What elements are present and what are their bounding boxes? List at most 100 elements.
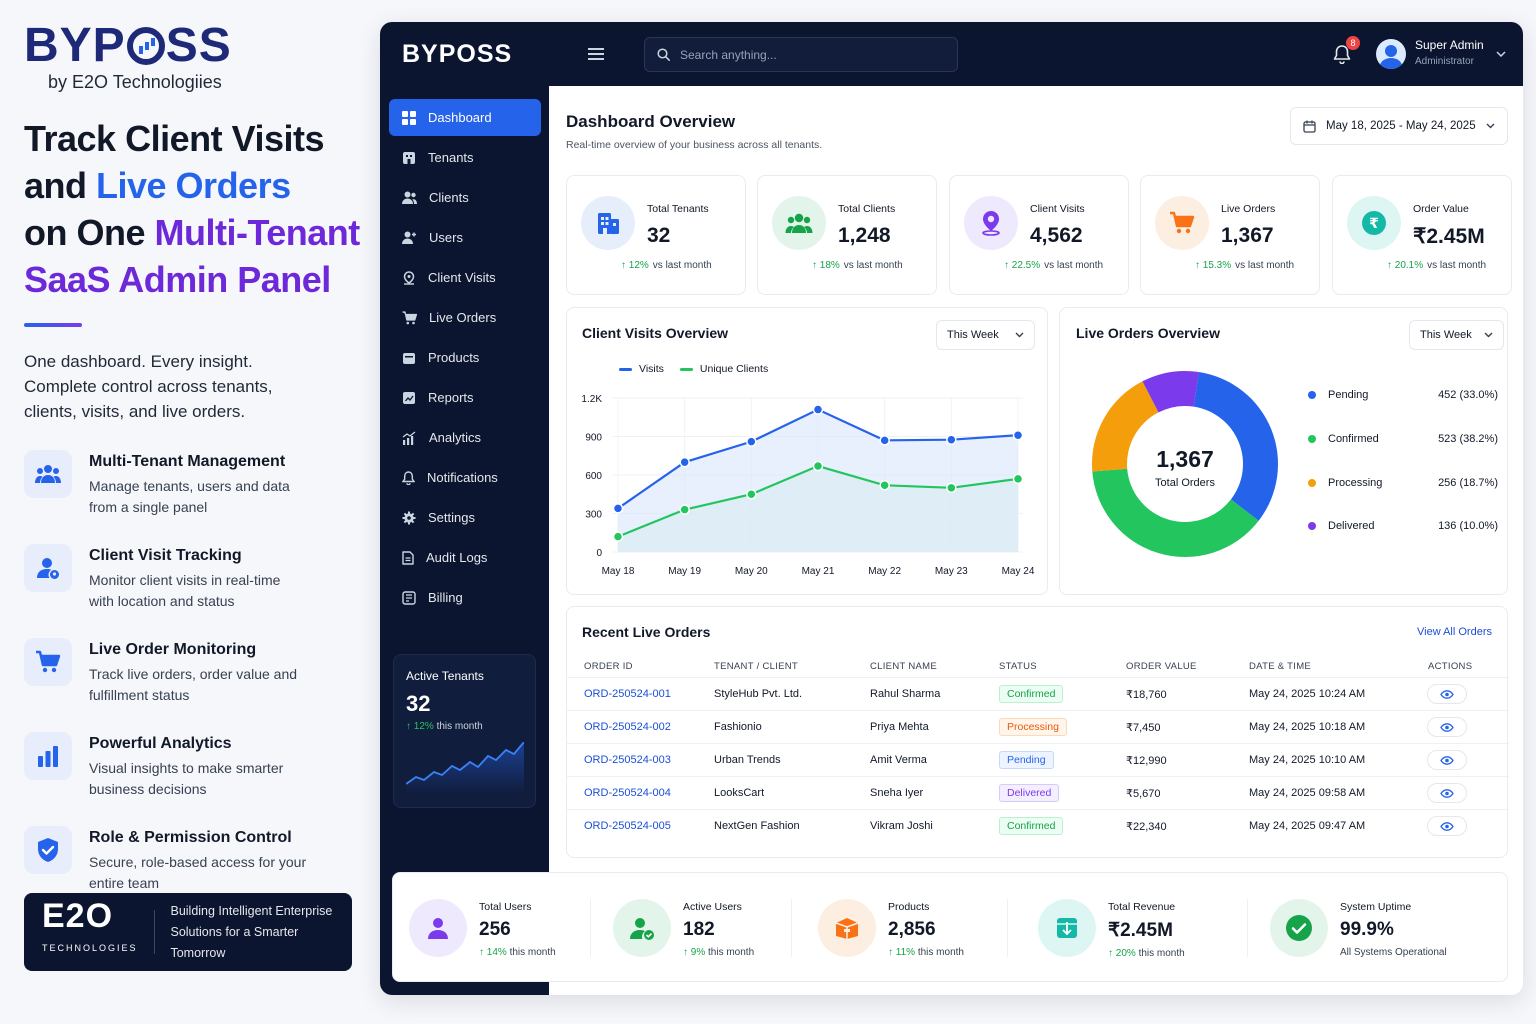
stat-label: Total Tenants	[647, 203, 709, 215]
sidebar-item-analytics[interactable]: Analytics	[389, 419, 541, 456]
legend-dot	[1308, 522, 1316, 530]
period-dropdown[interactable]: This Week	[936, 320, 1035, 350]
data-point[interactable]	[812, 404, 824, 415]
sidebar-item-billing[interactable]: Billing	[389, 579, 541, 616]
period-dropdown[interactable]: This Week	[1409, 320, 1504, 350]
client-visits-panel: Client Visits Overview This Week Visits …	[566, 307, 1048, 595]
stat-card-order-value[interactable]: ₹ Order Value ₹2.45M ↑ 20.1% vs last mont…	[1332, 175, 1512, 295]
sidebar-item-products[interactable]: Products	[389, 339, 541, 376]
column-header[interactable]: STATUS	[999, 661, 1037, 672]
donut-slice[interactable]	[1092, 468, 1259, 557]
order-id-link[interactable]: ORD-250524-004	[584, 787, 671, 799]
bell-icon[interactable]	[1333, 44, 1351, 64]
sidebar-item-client-visits[interactable]: Client Visits	[389, 259, 541, 296]
chevron-down-icon	[1484, 332, 1493, 338]
client-name-cell: Vikram Joshi	[870, 820, 933, 832]
stat-card-client-visits[interactable]: Client Visits 4,562 ↑ 22.5% vs last month	[949, 175, 1129, 295]
menu-toggle-icon[interactable]	[588, 48, 604, 60]
sidebar-item-label: Dashboard	[428, 110, 492, 125]
data-point[interactable]	[946, 482, 957, 494]
e2o-banner: E2O TECHNOLOGIES Building Intelligent Ent…	[24, 893, 352, 971]
view-order-button[interactable]	[1427, 816, 1467, 836]
data-point[interactable]	[1012, 473, 1024, 485]
divider	[590, 899, 591, 957]
stat-change: ↑ 22.5% vs last month	[1004, 260, 1104, 271]
donut-total: 1,367	[1156, 446, 1214, 472]
data-point[interactable]	[612, 503, 624, 514]
date-time-cell: May 24, 2025 10:10 AM	[1249, 754, 1366, 766]
column-header[interactable]: DATE & TIME	[1249, 661, 1312, 672]
sidebar-item-notifications[interactable]: Notifications	[389, 459, 541, 496]
data-point[interactable]	[812, 460, 824, 472]
sidebar-item-users[interactable]: Users	[389, 219, 541, 256]
stat-label: Live Orders	[1221, 203, 1276, 215]
user-menu[interactable]: Super Admin Administrator	[1376, 38, 1506, 69]
order-id-link[interactable]: ORD-250524-003	[584, 754, 671, 766]
order-id-link[interactable]: ORD-250524-005	[584, 820, 671, 832]
y-tick-label: 300	[585, 510, 602, 521]
view-order-button[interactable]	[1427, 717, 1467, 737]
grid-icon	[402, 110, 416, 125]
active-tenants-card: Active Tenants 32 ↑ 12% this month	[393, 654, 536, 808]
table-row[interactable]: ORD-250524-005 NextGen Fashion Vikram Josh…	[567, 809, 1509, 842]
date-range-picker[interactable]: May 18, 2025 - May 24, 2025	[1290, 107, 1508, 145]
sidebar-item-reports[interactable]: Reports	[389, 379, 541, 416]
view-order-button[interactable]	[1427, 684, 1467, 704]
app-logo[interactable]: BYPOSS	[402, 39, 513, 68]
sidebar-item-clients[interactable]: Clients	[389, 179, 541, 216]
tenant-cell: Urban Trends	[714, 754, 781, 766]
brand-logo: BYP SS	[24, 19, 232, 72]
eye-icon	[1440, 755, 1454, 765]
data-point[interactable]	[746, 436, 757, 447]
eye-icon	[1440, 821, 1454, 831]
column-header[interactable]: CLIENT NAME	[870, 661, 937, 672]
order-id-link[interactable]: ORD-250524-002	[584, 721, 671, 733]
donut-slice[interactable]	[1142, 371, 1199, 413]
table-row[interactable]: ORD-250524-003 Urban Trends Amit Verma Pend…	[567, 743, 1509, 776]
sidebar-item-dashboard[interactable]: Dashboard	[389, 99, 541, 136]
view-order-button[interactable]	[1427, 783, 1467, 803]
search-input[interactable]: Search anything...	[644, 37, 958, 72]
order-id-link[interactable]: ORD-250524-001	[584, 688, 671, 700]
sidebar-item-audit-logs[interactable]: Audit Logs	[389, 539, 541, 576]
column-header[interactable]: TENANT / CLIENT	[714, 661, 799, 672]
data-point[interactable]	[679, 456, 690, 468]
donut-slice[interactable]	[1193, 372, 1278, 521]
data-point[interactable]	[612, 531, 624, 542]
sidebar-item-settings[interactable]: Settings	[389, 499, 541, 536]
location-icon	[403, 270, 415, 285]
legend-item: Pending 452 (33.0%)	[1308, 389, 1498, 401]
sidebar-item-label: Client Visits	[428, 270, 496, 285]
data-point[interactable]	[879, 435, 890, 446]
column-header[interactable]: ORDER VALUE	[1126, 661, 1197, 672]
summary-products: Products 2,856 ↑ 11% this month	[818, 899, 964, 958]
summary-change: ↑ 20% this month	[1108, 948, 1185, 959]
stat-card-live-orders[interactable]: Live Orders 1,367 ↑ 15.3% vs last month	[1140, 175, 1320, 295]
data-point[interactable]	[879, 480, 890, 491]
order-value-cell: ₹12,990	[1126, 755, 1167, 767]
y-tick-label: 900	[585, 433, 602, 444]
data-point[interactable]	[679, 504, 690, 515]
sidebar-item-tenants[interactable]: Tenants	[389, 139, 541, 176]
panel-title: Recent Live Orders	[582, 624, 711, 640]
donut-slice[interactable]	[1092, 381, 1159, 472]
order-value-cell: ₹18,760	[1126, 689, 1167, 701]
view-all-orders-link[interactable]: View All Orders	[1417, 626, 1492, 638]
stat-card-total-clients[interactable]: Total Clients 1,248 ↑ 18% vs last month	[757, 175, 937, 295]
feature-item: Role & Permission Control Secure, role-b…	[24, 826, 354, 894]
column-header[interactable]: ORDER ID	[584, 661, 633, 672]
stat-card-total-tenants[interactable]: Total Tenants 32 ↑ 12% vs last month	[566, 175, 746, 295]
sidebar-item-label: Clients	[429, 190, 469, 205]
table-row[interactable]: ORD-250524-001 StyleHub Pvt. Ltd. Rahul Sh…	[567, 677, 1509, 710]
view-order-button[interactable]	[1427, 750, 1467, 770]
data-point[interactable]	[946, 434, 957, 445]
table-row[interactable]: ORD-250524-002 Fashionio Priya Mehta Proces…	[567, 710, 1509, 743]
sidebar-item-live-orders[interactable]: Live Orders	[389, 299, 541, 336]
status-badge: Processing	[999, 718, 1067, 736]
avatar	[1376, 38, 1406, 69]
data-point[interactable]	[1012, 429, 1024, 441]
status-badge: Pending	[999, 751, 1054, 769]
data-point[interactable]	[746, 489, 757, 500]
table-row[interactable]: ORD-250524-004 LooksCart Sneha Iyer Deliver…	[567, 776, 1509, 809]
building-icon	[403, 151, 415, 164]
